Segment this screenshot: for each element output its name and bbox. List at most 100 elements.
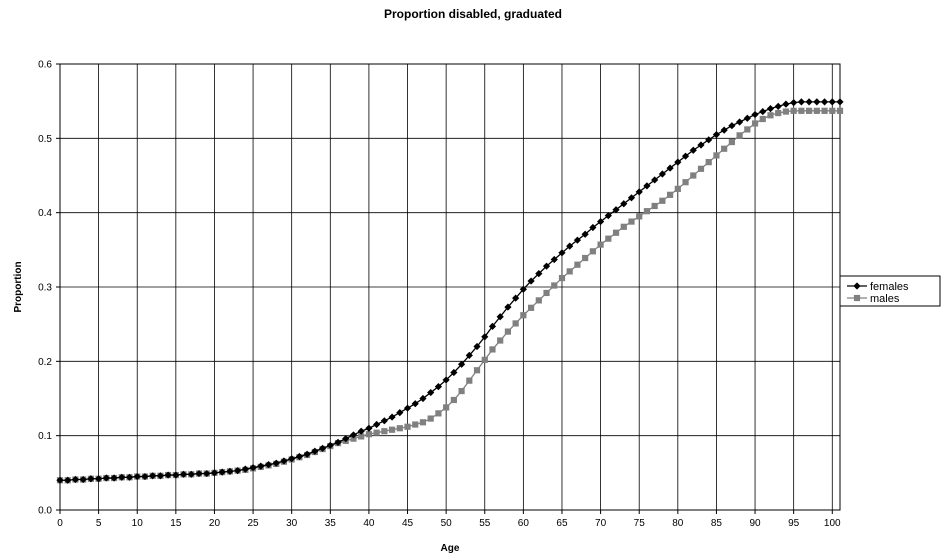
y-axis-label: Proportion: [13, 261, 24, 312]
data-point-females: [643, 182, 651, 190]
data-point-females: [620, 200, 628, 208]
x-tick-label: 75: [634, 518, 646, 529]
data-point-females: [349, 431, 358, 439]
data-point-females: [272, 459, 280, 467]
data-point-females: [481, 333, 489, 341]
x-tick-label: 45: [402, 518, 414, 529]
data-point-males: [736, 132, 743, 139]
data-point-females: [149, 472, 157, 480]
data-point-females: [604, 212, 612, 220]
data-point-females: [782, 100, 790, 108]
y-tick-label: 0.4: [38, 208, 52, 219]
data-point-females: [311, 447, 319, 455]
x-tick-label: 90: [749, 518, 761, 529]
data-point-females: [373, 420, 381, 429]
data-point-males: [419, 419, 427, 426]
data-point-males: [690, 172, 697, 179]
data-point-females: [566, 242, 574, 250]
data-point-females: [496, 313, 504, 321]
data-point-females: [473, 342, 481, 351]
y-axis-ticks: 0.0 0.1 0.2 0.3 0.4 0.5 0.6: [38, 60, 60, 517]
data-point-males: [836, 107, 844, 114]
data-point-females: [666, 164, 674, 172]
data-point-males: [404, 423, 411, 430]
series-males: [56, 107, 844, 484]
data-point-females: [488, 322, 497, 330]
data-point-males: [759, 115, 766, 123]
data-point-males: [373, 429, 380, 436]
data-point-females: [172, 471, 180, 479]
data-point-males: [721, 145, 728, 152]
data-point-males: [566, 268, 573, 275]
data-point-females: [427, 388, 435, 397]
data-point-females: [365, 424, 373, 432]
data-point-females: [210, 469, 219, 477]
data-point-females: [465, 351, 473, 359]
data-point-females: [380, 417, 388, 425]
data-point-females: [442, 376, 450, 384]
data-point-females: [612, 206, 620, 214]
data-point-males: [466, 377, 473, 384]
data-point-females: [705, 136, 713, 144]
x-tick-label: 85: [711, 518, 723, 529]
data-point-females: [542, 262, 551, 270]
data-point-females: [179, 470, 188, 478]
data-point-males: [643, 208, 651, 215]
data-point-males: [358, 433, 365, 440]
data-point-males: [790, 107, 797, 114]
data-point-females: [79, 475, 87, 484]
data-point-males: [659, 197, 666, 204]
data-point-males: [597, 241, 604, 248]
x-tick-label: 20: [209, 518, 221, 529]
data-point-females: [218, 468, 226, 476]
data-point-females: [403, 404, 412, 412]
data-point-females: [658, 170, 666, 178]
x-axis-label: Age: [441, 543, 460, 554]
x-tick-label: 10: [132, 518, 144, 529]
data-point-females: [790, 99, 798, 107]
data-point-females: [535, 270, 543, 278]
series-layer: [56, 98, 844, 484]
data-point-females: [102, 474, 110, 482]
x-tick-label: 40: [363, 518, 375, 529]
data-point-males: [806, 107, 813, 114]
data-point-males: [443, 404, 450, 411]
data-point-males: [821, 107, 828, 114]
y-tick-label: 0.5: [38, 134, 52, 145]
data-point-females: [156, 472, 164, 480]
data-point-males: [582, 254, 589, 262]
data-point-males: [543, 289, 550, 297]
data-point-females: [110, 474, 118, 482]
data-point-males: [651, 202, 658, 210]
data-point-females: [396, 409, 404, 417]
series-line-males: [60, 110, 840, 481]
data-point-females: [326, 441, 334, 449]
x-tick-label: 50: [441, 518, 453, 529]
data-point-males: [558, 274, 566, 282]
data-point-females: [681, 152, 690, 160]
data-point-females: [241, 465, 249, 473]
data-point-females: [450, 368, 458, 377]
data-point-females: [249, 464, 257, 472]
data-point-males: [705, 159, 712, 166]
data-point-females: [596, 217, 605, 226]
x-tick-label: 5: [96, 518, 102, 529]
data-point-females: [751, 110, 759, 119]
y-tick-label: 0.2: [38, 357, 52, 368]
data-point-females: [589, 223, 597, 232]
data-point-males: [551, 282, 558, 289]
x-tick-label: 55: [479, 518, 491, 529]
data-point-males: [666, 191, 674, 198]
data-point-females: [573, 236, 582, 244]
data-point-males: [381, 428, 388, 435]
data-point-males: [674, 185, 681, 192]
data-point-females: [457, 360, 466, 368]
data-point-females: [627, 194, 636, 202]
data-point-females: [712, 131, 721, 139]
data-point-females: [95, 475, 103, 483]
data-point-males: [489, 346, 496, 353]
data-point-females: [581, 230, 589, 238]
data-point-males: [782, 108, 790, 115]
data-point-males: [365, 431, 373, 438]
